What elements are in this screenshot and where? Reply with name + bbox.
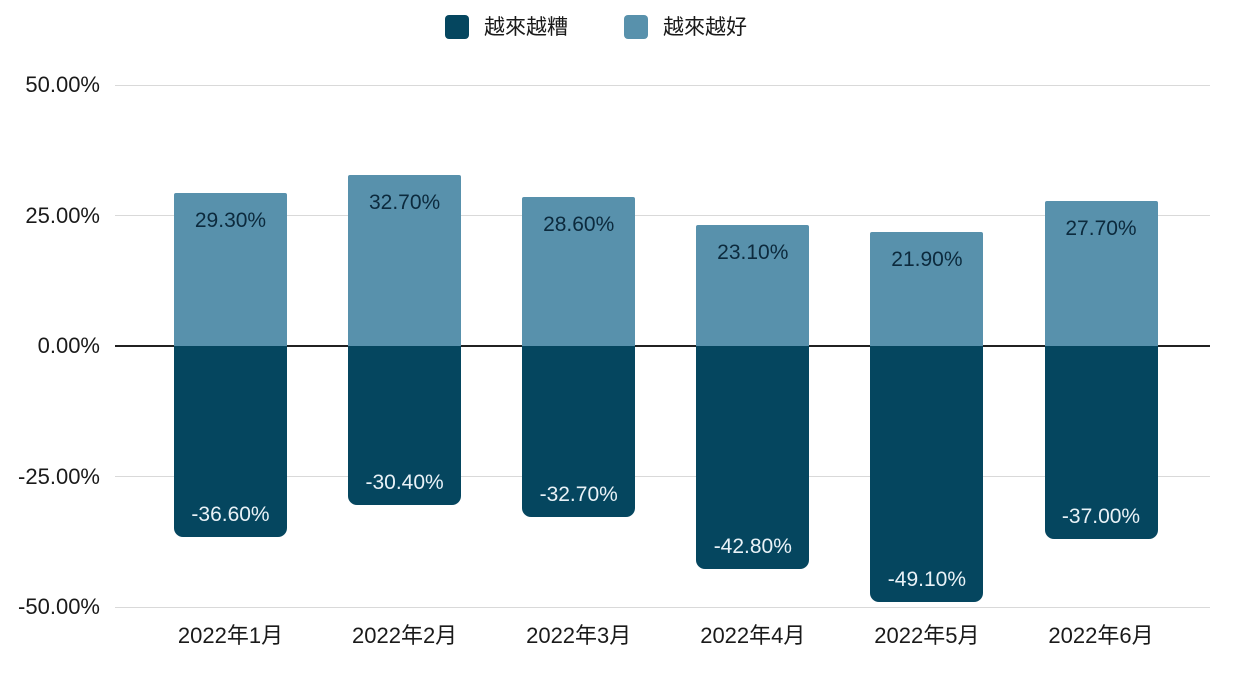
y-tick-label: 0.00%: [37, 333, 100, 358]
x-tick-label: 2022年4月: [700, 623, 806, 648]
x-tick-label: 2022年6月: [1048, 623, 1154, 648]
bar-value-label: 27.70%: [1065, 217, 1137, 241]
gridline: [115, 476, 1210, 477]
gridline: [115, 84, 1210, 86]
y-tick-label: -50.00%: [18, 594, 100, 619]
bar-value-label: 28.60%: [543, 212, 615, 236]
bar-negative: [348, 346, 462, 505]
bar-positive: [870, 231, 984, 346]
bar-positive: [696, 225, 810, 346]
y-tick-label: -25.00%: [18, 463, 100, 489]
legend-item-worse: 越來越糟: [445, 15, 568, 39]
bar-negative: [174, 346, 287, 538]
legend-label-better: 越來越好: [663, 15, 747, 39]
y-tick-label: 25.00%: [25, 202, 100, 228]
bar-positive: [1044, 201, 1158, 346]
bar-negative: [1044, 346, 1158, 540]
x-tick-label: 2022年2月: [352, 623, 458, 648]
legend-item-better: 越來越好: [624, 15, 747, 39]
zero-axis-line: [115, 345, 1210, 347]
bar-value-label: 23.10%: [717, 241, 789, 265]
bar-negative: [870, 346, 984, 603]
gridline: [115, 215, 1210, 216]
bar-negative: [522, 346, 636, 517]
legend-swatch-better-icon: [624, 15, 648, 39]
bar-value-label: -42.80%: [713, 535, 792, 559]
bar-value-label: 21.90%: [891, 247, 963, 271]
legend: 越來越糟 越來越好: [445, 15, 747, 39]
bar-positive: [174, 193, 287, 346]
bar-value-label: -32.70%: [539, 482, 618, 506]
bar-value-label: 32.70%: [368, 191, 441, 215]
legend-swatch-worse-icon: [445, 15, 469, 39]
bar-value-label: -37.00%: [1061, 505, 1141, 529]
bar-value-label: -49.10%: [887, 568, 966, 592]
bar-positive: [348, 175, 462, 346]
x-tick-label: 2022年3月: [526, 623, 632, 648]
gridline: [115, 606, 1210, 608]
x-tick-label: 2022年1月: [177, 623, 284, 648]
bar-negative: [696, 346, 810, 570]
x-tick-label: 2022年5月: [874, 623, 980, 648]
bar-value-label: -30.40%: [365, 470, 444, 494]
legend-label-worse: 越來越糟: [484, 15, 568, 39]
bar-value-label: 29.30%: [194, 209, 267, 233]
bar-positive: [522, 196, 636, 346]
y-tick-label: 50.00%: [25, 72, 100, 97]
bar-value-label: -36.60%: [191, 503, 270, 527]
